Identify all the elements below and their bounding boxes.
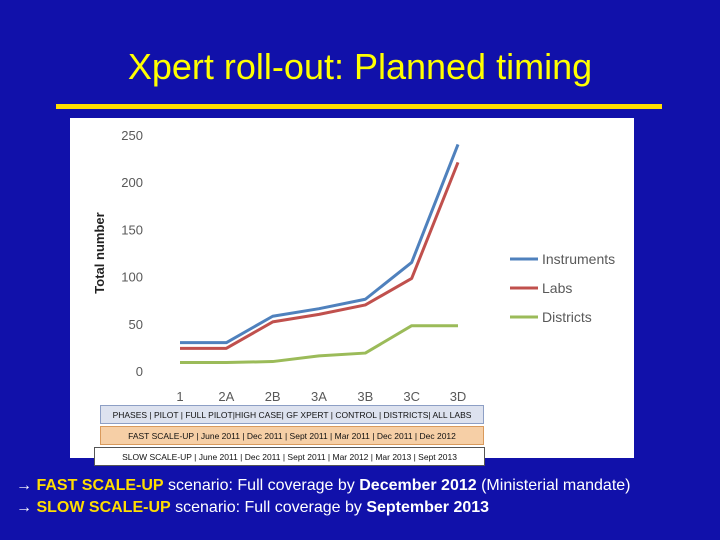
x-tick-label: 3B: [357, 389, 373, 404]
phase-table-row-phases: PHASES | PILOT | FULL PILOT|HIGH CASE| G…: [100, 405, 484, 424]
series-line-instruments: [180, 143, 460, 345]
y-axis-title: Total number: [92, 212, 107, 293]
legend-label: Instruments: [542, 251, 615, 267]
series-line-districts: [180, 324, 458, 365]
chart-panel: 0 50 100 150 200 250 Total number 1 2A 2B 3A 3B 3C 3D…: [70, 118, 634, 466]
fast-scenario-text: scenario: Full coverage by: [163, 477, 360, 494]
legend-label: Labs: [542, 280, 572, 296]
x-tick-label: 2B: [265, 389, 281, 404]
x-tick-label: 2A: [218, 389, 234, 404]
y-tick-label: 50: [129, 317, 143, 332]
fast-scenario-date: December 2012: [359, 477, 477, 494]
title-underline: [56, 104, 662, 109]
y-tick-label: 0: [136, 364, 143, 379]
fast-scenario-name: FAST SCALE-UP: [36, 477, 164, 494]
slow-scenario-text: scenario: Full coverage by: [170, 499, 367, 516]
slide-title: Xpert roll-out: Planned timing: [127, 46, 593, 87]
y-tick-label: 100: [121, 270, 143, 285]
y-tick-label: 200: [121, 175, 143, 190]
x-tick-label: 1: [176, 389, 183, 404]
phase-table-row-slow: SLOW SCALE-UP | June 2011 | Dec 2011 | S…: [94, 447, 485, 466]
right-arrow-icon: →: [16, 477, 32, 494]
slow-scenario-name: SLOW SCALE-UP: [36, 499, 171, 516]
series-line-labs: [180, 161, 460, 350]
line-chart: 0 50 100 150 200 250 Total number 1 2A 2B 3A 3B 3C 3D…: [92, 128, 615, 404]
right-arrow-icon: →: [16, 499, 32, 516]
y-tick-label: 250: [121, 128, 143, 143]
legend-label: Districts: [542, 309, 592, 325]
phase-table-row-fast: FAST SCALE-UP | June 2011 | Dec 2011 | S…: [100, 426, 484, 445]
x-tick-label: 3D: [450, 389, 467, 404]
fast-scenario-note: (Ministerial mandate): [476, 477, 631, 494]
fast-scenario-line: → FAST SCALE-UP scenario: Full coverage …: [16, 477, 716, 495]
y-tick-label: 150: [121, 222, 143, 237]
slow-scenario-line: → SLOW SCALE-UP scenario: Full coverage …: [16, 499, 716, 517]
x-tick-label: 3C: [403, 389, 420, 404]
x-tick-label: 3A: [311, 389, 327, 404]
slow-scenario-date: September 2013: [366, 499, 490, 516]
